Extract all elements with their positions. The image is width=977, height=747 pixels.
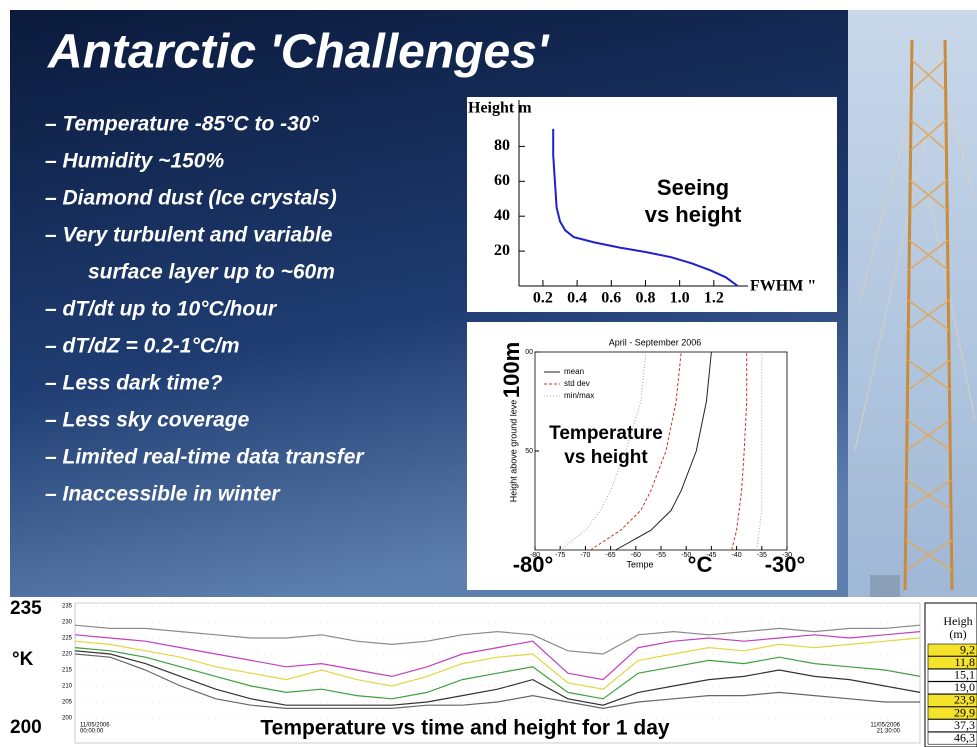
x-tick-label: -40 [732, 552, 742, 559]
y-tick-label: 220 [62, 652, 73, 658]
bullet-text: – Less dark time? [45, 372, 223, 395]
bullet-text: – Less sky coverage [45, 409, 250, 432]
chart-title: April - September 2006 [609, 337, 702, 347]
y-axis-label: Height above ground leve [508, 400, 518, 503]
y-axis-label: °K [12, 649, 34, 670]
y-tick-label: 20 [494, 242, 510, 259]
x-tick-label: -75 [555, 552, 565, 559]
bullet-text: – dT/dZ = 0.2-1°C/m [45, 335, 240, 358]
y-tick-label: 200 [62, 716, 73, 722]
x-tick-label: 0.6 [601, 290, 621, 307]
x-tick-label: 0.2 [533, 290, 553, 307]
annotation: vs height [564, 447, 648, 468]
x-tick-label: -60 [631, 552, 641, 559]
chart-title: Temperature vs time and height for 1 day [260, 717, 670, 740]
x-axis-label: FWHM " [750, 278, 816, 295]
y-tick-label: 215 [62, 668, 73, 674]
x-tick-label: 21:30:00 [877, 729, 901, 735]
x-axis-label: Tempe [626, 559, 653, 569]
y-limit-label: 235 [10, 598, 42, 619]
x-tick-label: 1.2 [704, 290, 724, 307]
y-tick-label: 210 [62, 684, 73, 690]
height-table: Heigh(m)9,211,815,119,023,929,937,346,3 [925, 603, 977, 747]
x-tick-label: -65 [606, 552, 616, 559]
x-tick-label: -55 [656, 552, 666, 559]
unit-label: °C [688, 552, 713, 577]
right-label: -30° [765, 552, 806, 577]
bullet-text: – Limited real-time data transfer [45, 446, 365, 469]
bullet-text: surface layer up to ~60m [88, 261, 335, 284]
y-tick-label: 225 [62, 636, 73, 642]
y-tick-label: 80 [494, 137, 510, 154]
height-label: 100m [499, 342, 524, 398]
bullet-text: – Diamond dust (Ice crystals) [45, 187, 337, 210]
y-tick-label: 235 [62, 604, 73, 610]
x-tick-label: 1.0 [670, 290, 690, 307]
x-tick-label: -70 [580, 552, 590, 559]
y-tick-label: 00 [525, 349, 533, 356]
y-axis-label: Height m [468, 100, 532, 117]
x-tick-label: 0.4 [567, 290, 587, 307]
bullet-text: – Inaccessible in winter [45, 483, 281, 506]
annotation: vs height [645, 202, 742, 227]
bullet-text: – Temperature -85°C to -30° [45, 113, 320, 136]
y-tick-label: 50 [525, 448, 533, 455]
bullet-text: – Very turbulent and variable [45, 224, 333, 247]
slide-title: Antarctic 'Challenges' [47, 26, 550, 79]
annotation: Temperature [549, 423, 663, 444]
y-tick-label: 230 [62, 620, 73, 626]
legend-label: min/max [564, 391, 594, 400]
bullet-text: – dT/dt up to 10°C/hour [45, 298, 278, 321]
table-header: (m) [949, 627, 966, 641]
table-value: 46,3 [954, 730, 975, 744]
tower-photo [848, 10, 977, 597]
bullet-text: – Humidity ~150% [45, 150, 224, 173]
x-tick-label: 00:00:00 [80, 729, 104, 735]
legend-label: mean [564, 367, 584, 376]
x-tick-label: 0.8 [635, 290, 655, 307]
y-tick-label: 60 [494, 172, 510, 189]
slide: Antarctic 'Challenges' – Temperature -85… [0, 0, 977, 747]
y-tick-label: 205 [62, 700, 73, 706]
table-header: Heigh [943, 614, 972, 628]
annotation: Seeing [657, 175, 729, 200]
y-tick-label: 40 [494, 207, 510, 224]
left-label: -80° [513, 552, 554, 577]
legend-label: std dev [564, 379, 590, 388]
y-limit-label: 200 [10, 717, 42, 738]
